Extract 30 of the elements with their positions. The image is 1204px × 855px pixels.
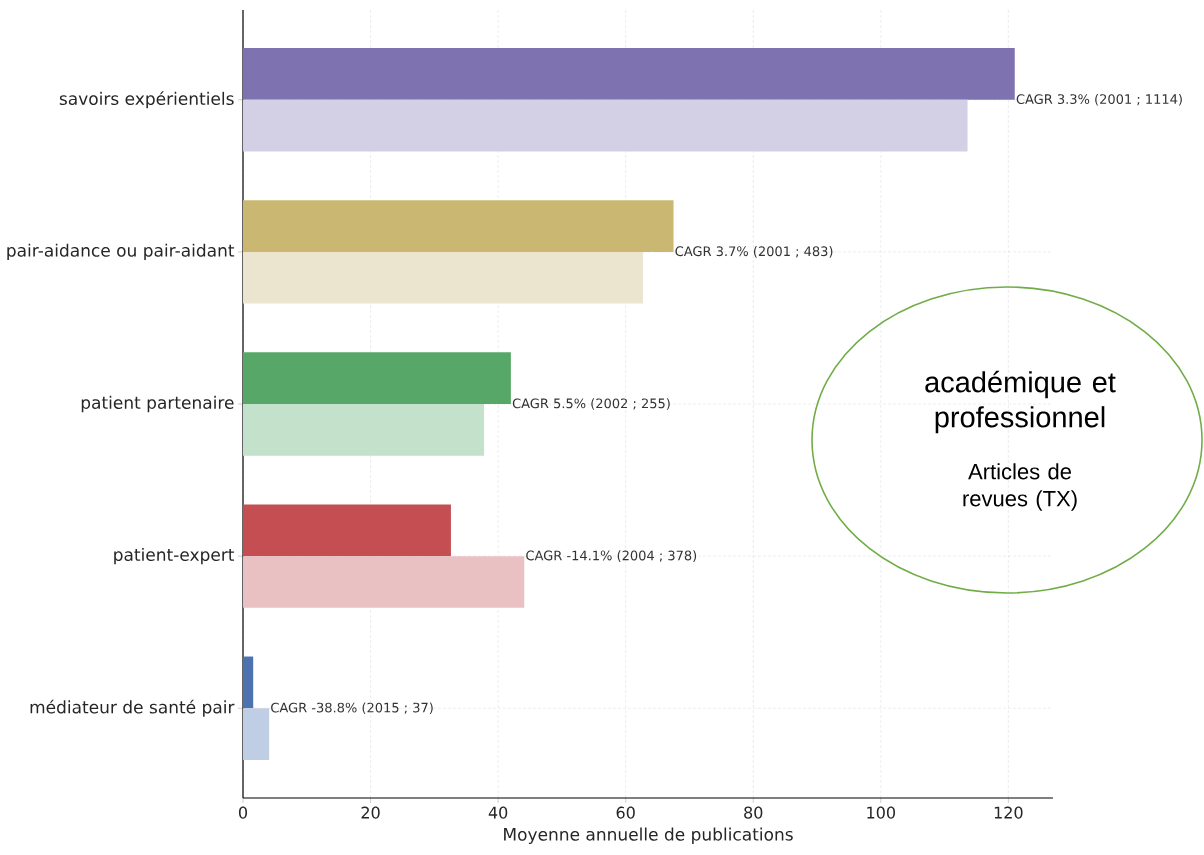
x-tick-label: 40 — [488, 806, 508, 819]
x-tick-label: 20 — [361, 806, 380, 819]
x-tick-label: 60 — [616, 806, 635, 819]
y-tick-label: patient-expert — [114, 547, 235, 565]
annotation: CAGR 5.5% (2002 ; 255) — [512, 398, 670, 410]
bar — [243, 404, 485, 456]
x-tick-label: 80 — [744, 806, 763, 819]
annotation: CAGR -14.1% (2004 ; 378) — [526, 550, 697, 562]
x-axis-title: Moyenne annuelle de publications — [504, 827, 793, 844]
bar — [243, 708, 270, 760]
x-tick-label: 120 — [994, 806, 1023, 819]
bar — [243, 656, 254, 709]
bar — [243, 556, 525, 608]
bar — [243, 48, 1015, 100]
y-tick-label: patient partenaire — [81, 395, 234, 413]
annotation: académique et professionnel — [925, 370, 1116, 434]
y-tick-label: pair-aidance ou pair-aidant — [7, 243, 235, 261]
y-tick-label: savoirs expérientiels — [59, 91, 234, 109]
x-tick-label: 0 — [238, 806, 248, 819]
annotation: CAGR 3.7% (2001 ; 483) — [675, 246, 833, 258]
x-tick-label: 100 — [867, 806, 895, 819]
bar — [243, 99, 968, 152]
y-tick-label: médiateur de santé pair — [30, 699, 235, 717]
bar — [243, 251, 643, 304]
bar — [243, 352, 511, 405]
bar — [243, 504, 451, 557]
bar — [243, 200, 674, 252]
annotation: CAGR 3.3% (2001 ; 1114) — [1016, 93, 1182, 106]
annotation: Articles de revues (TX) — [963, 463, 1077, 511]
annotation: CAGR -38.8% (2015 ; 37) — [271, 702, 433, 715]
